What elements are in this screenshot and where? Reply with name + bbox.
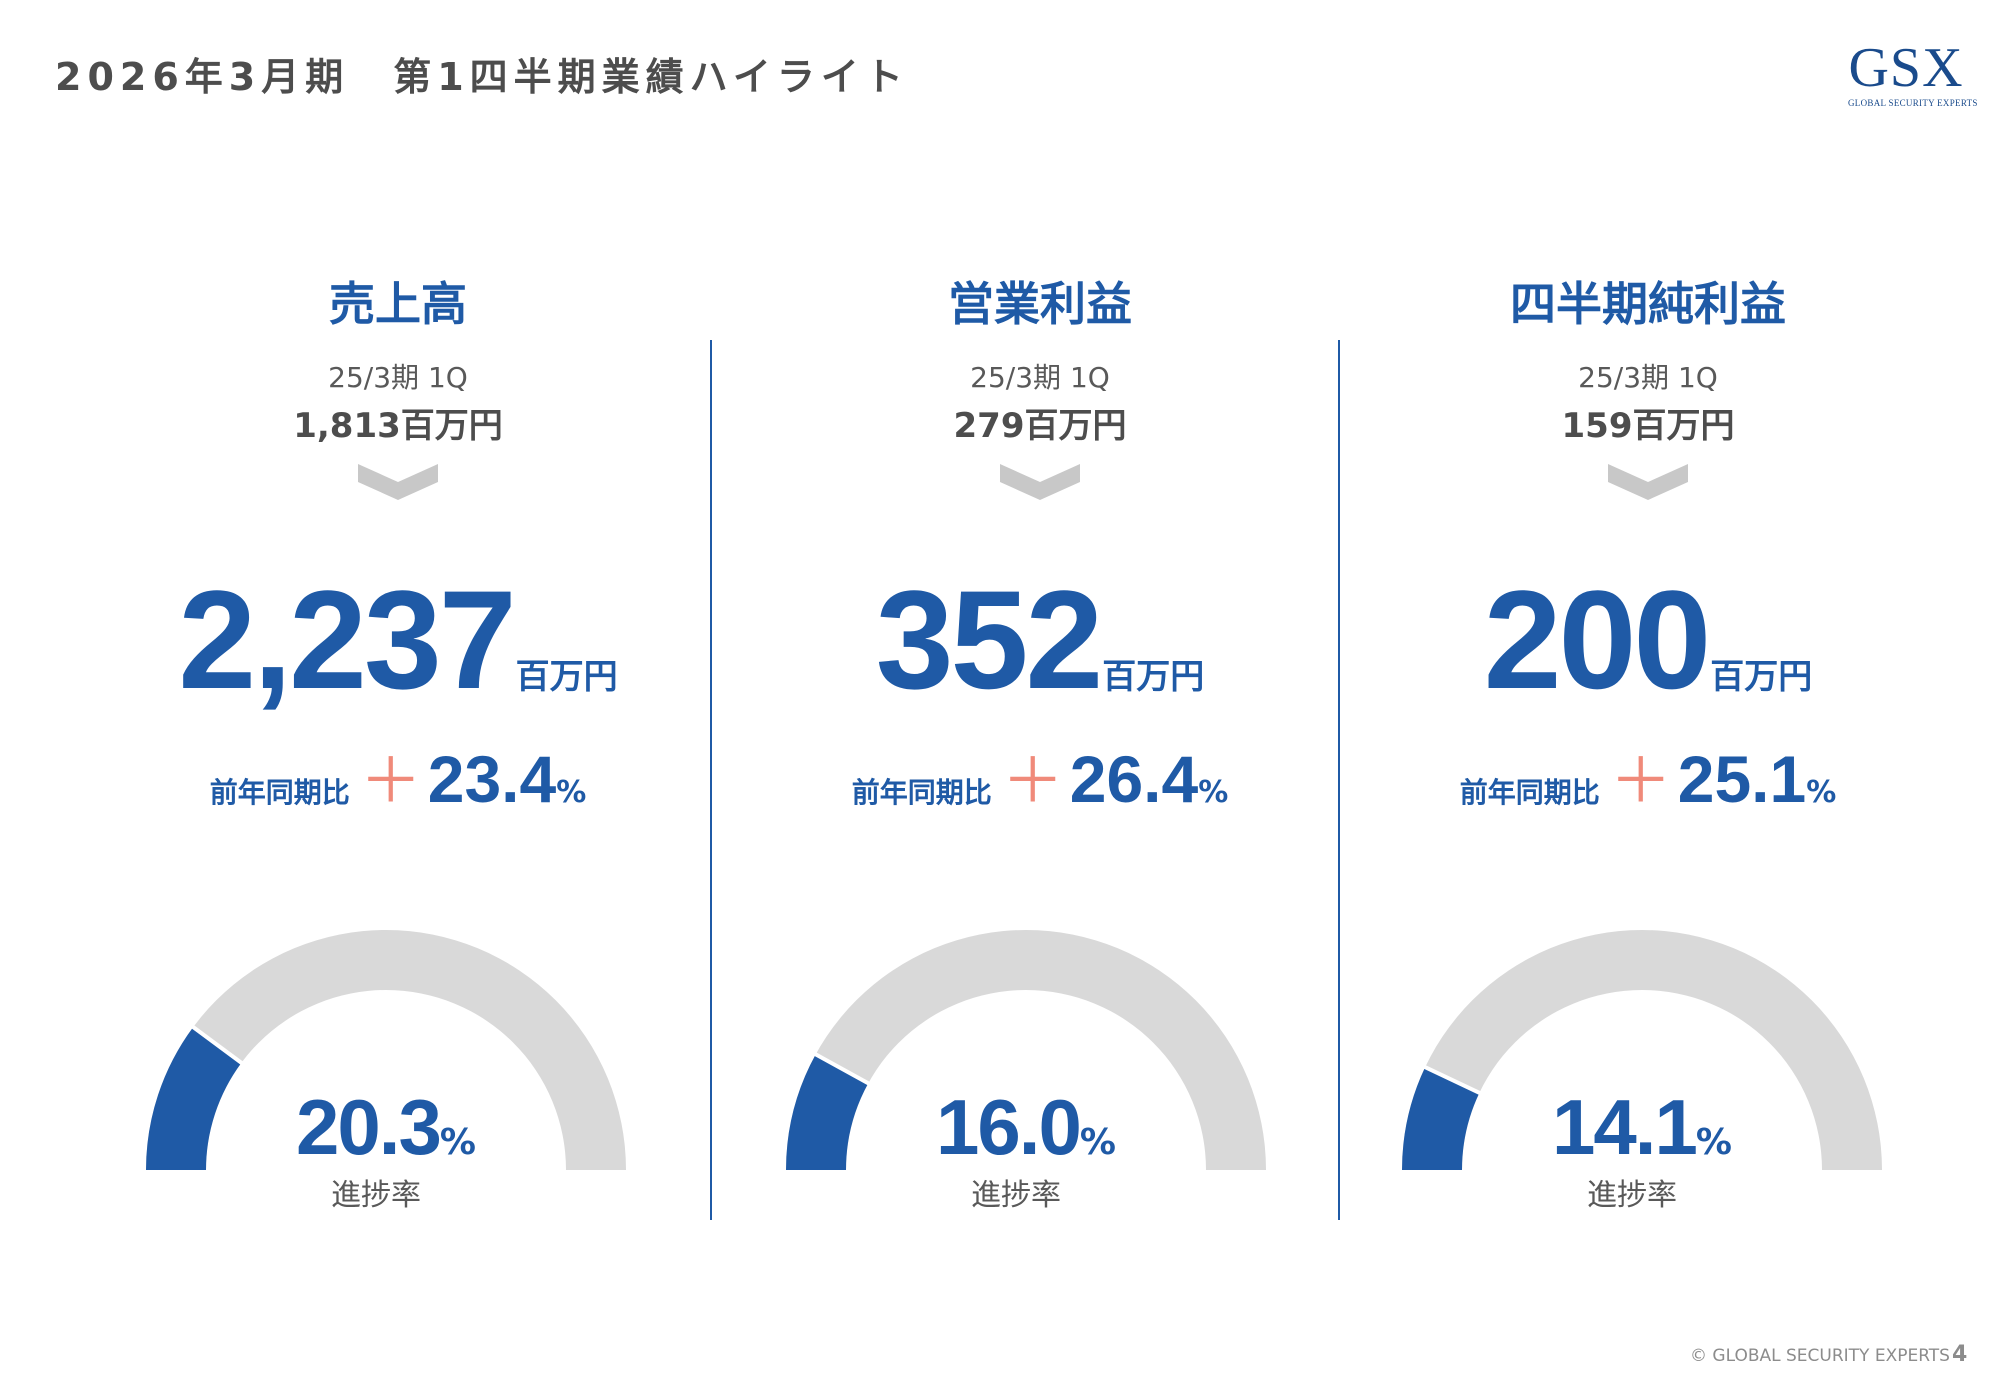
gauge-separator xyxy=(812,1051,871,1087)
progress-value: 14.1% xyxy=(1402,1082,1882,1173)
main-value-number: 352 xyxy=(875,561,1104,718)
yoy-label: 前年同期比 xyxy=(1459,776,1600,809)
progress-percent-sign: % xyxy=(1695,1122,1732,1163)
gauge-separator xyxy=(1422,1064,1483,1096)
gauge-fill xyxy=(146,1027,242,1170)
yoy-percent-sign: % xyxy=(1806,775,1837,810)
yoy-change: 前年同期比 ＋23.4% xyxy=(78,730,718,820)
yoy-value: 26.4 xyxy=(1069,742,1199,816)
main-value-unit: 百万円 xyxy=(1710,657,1813,697)
yoy-change: 前年同期比 ＋25.1% xyxy=(1328,730,1968,820)
logo-mark: GSX xyxy=(1848,37,1964,99)
slide-title: 2026年3月期 第1四半期業績ハイライト xyxy=(55,55,909,99)
main-value-unit: 百万円 xyxy=(515,657,618,697)
progress-gauge xyxy=(1402,930,1882,1170)
progress-number: 14.1 xyxy=(1552,1083,1698,1171)
main-value: 352百万円 xyxy=(720,560,1360,720)
prev-period-label: 25/3期 1Q xyxy=(1578,361,1718,394)
main-value-number: 2,237 xyxy=(178,561,516,718)
yoy-label: 前年同期比 xyxy=(209,776,350,809)
yoy-label: 前年同期比 xyxy=(851,776,992,809)
progress-label: 進捗率 xyxy=(331,1178,421,1213)
column-divider-2 xyxy=(1338,340,1340,1220)
column-divider-1 xyxy=(710,340,712,1220)
gauge-fill xyxy=(1402,1067,1480,1170)
yoy-value: 23.4 xyxy=(427,742,557,816)
plus-icon: ＋ xyxy=(1609,744,1672,817)
metric-column-sales: 売上高 25/3期 1Q 1,813百万円 2,237百万円 前年同期比 ＋23.… xyxy=(78,0,718,1300)
main-value-unit: 百万円 xyxy=(1102,657,1205,697)
progress-value: 20.3% xyxy=(146,1082,626,1173)
metric-name: 営業利益 xyxy=(948,277,1132,331)
logo-subtitle: GLOBAL SECURITY EXPERTS xyxy=(1848,98,1978,108)
progress-label: 進捗率 xyxy=(1587,1178,1677,1213)
gauge-separator xyxy=(190,1024,245,1066)
chevron-down-icon xyxy=(1000,464,1080,500)
yoy-value: 25.1 xyxy=(1677,742,1807,816)
progress-percent-sign: % xyxy=(1079,1122,1116,1163)
chevron-down-icon xyxy=(358,464,438,500)
progress-percent-sign: % xyxy=(439,1122,476,1163)
footer-copyright: © GLOBAL SECURITY EXPERTS xyxy=(1690,1346,1950,1366)
yoy-percent-sign: % xyxy=(1198,775,1229,810)
chevron-down-icon xyxy=(1608,464,1688,500)
progress-gauge xyxy=(786,930,1266,1170)
prev-period-value: 159百万円 xyxy=(1561,406,1735,446)
yoy-change: 前年同期比 ＋26.4% xyxy=(720,730,1360,820)
prev-period-label: 25/3期 1Q xyxy=(970,361,1110,394)
main-value: 200百万円 xyxy=(1328,560,1968,720)
yoy-percent-sign: % xyxy=(556,775,587,810)
plus-icon: ＋ xyxy=(359,744,422,817)
progress-number: 16.0 xyxy=(936,1083,1082,1171)
progress-label: 進捗率 xyxy=(971,1178,1061,1213)
prev-period-value: 1,813百万円 xyxy=(293,406,503,446)
prev-period-label: 25/3期 1Q xyxy=(328,361,468,394)
main-value-number: 200 xyxy=(1483,561,1712,718)
plus-icon: ＋ xyxy=(1001,744,1064,817)
progress-number: 20.3 xyxy=(296,1083,442,1171)
gsx-logo: GSX GLOBAL SECURITY EXPERTS xyxy=(1848,37,1978,108)
metric-column-operating-profit: 営業利益 25/3期 1Q 279百万円 352百万円 前年同期比 ＋26.4% … xyxy=(720,0,1360,1300)
metric-column-net-income: 四半期純利益 25/3期 1Q 159百万円 200百万円 前年同期比 ＋25.1… xyxy=(1328,0,1968,1300)
gauge-fill xyxy=(786,1054,869,1170)
gauge-track xyxy=(786,930,1266,1170)
metric-name: 四半期純利益 xyxy=(1510,277,1786,331)
gauge-track xyxy=(1402,930,1882,1170)
gauge-track xyxy=(146,930,626,1170)
progress-gauge xyxy=(146,930,626,1170)
progress-value: 16.0% xyxy=(786,1082,1266,1173)
prev-period-value: 279百万円 xyxy=(953,406,1127,446)
main-value: 2,237百万円 xyxy=(78,560,718,720)
page-number: 4 xyxy=(1952,1342,1968,1367)
metric-name: 売上高 xyxy=(329,277,467,331)
